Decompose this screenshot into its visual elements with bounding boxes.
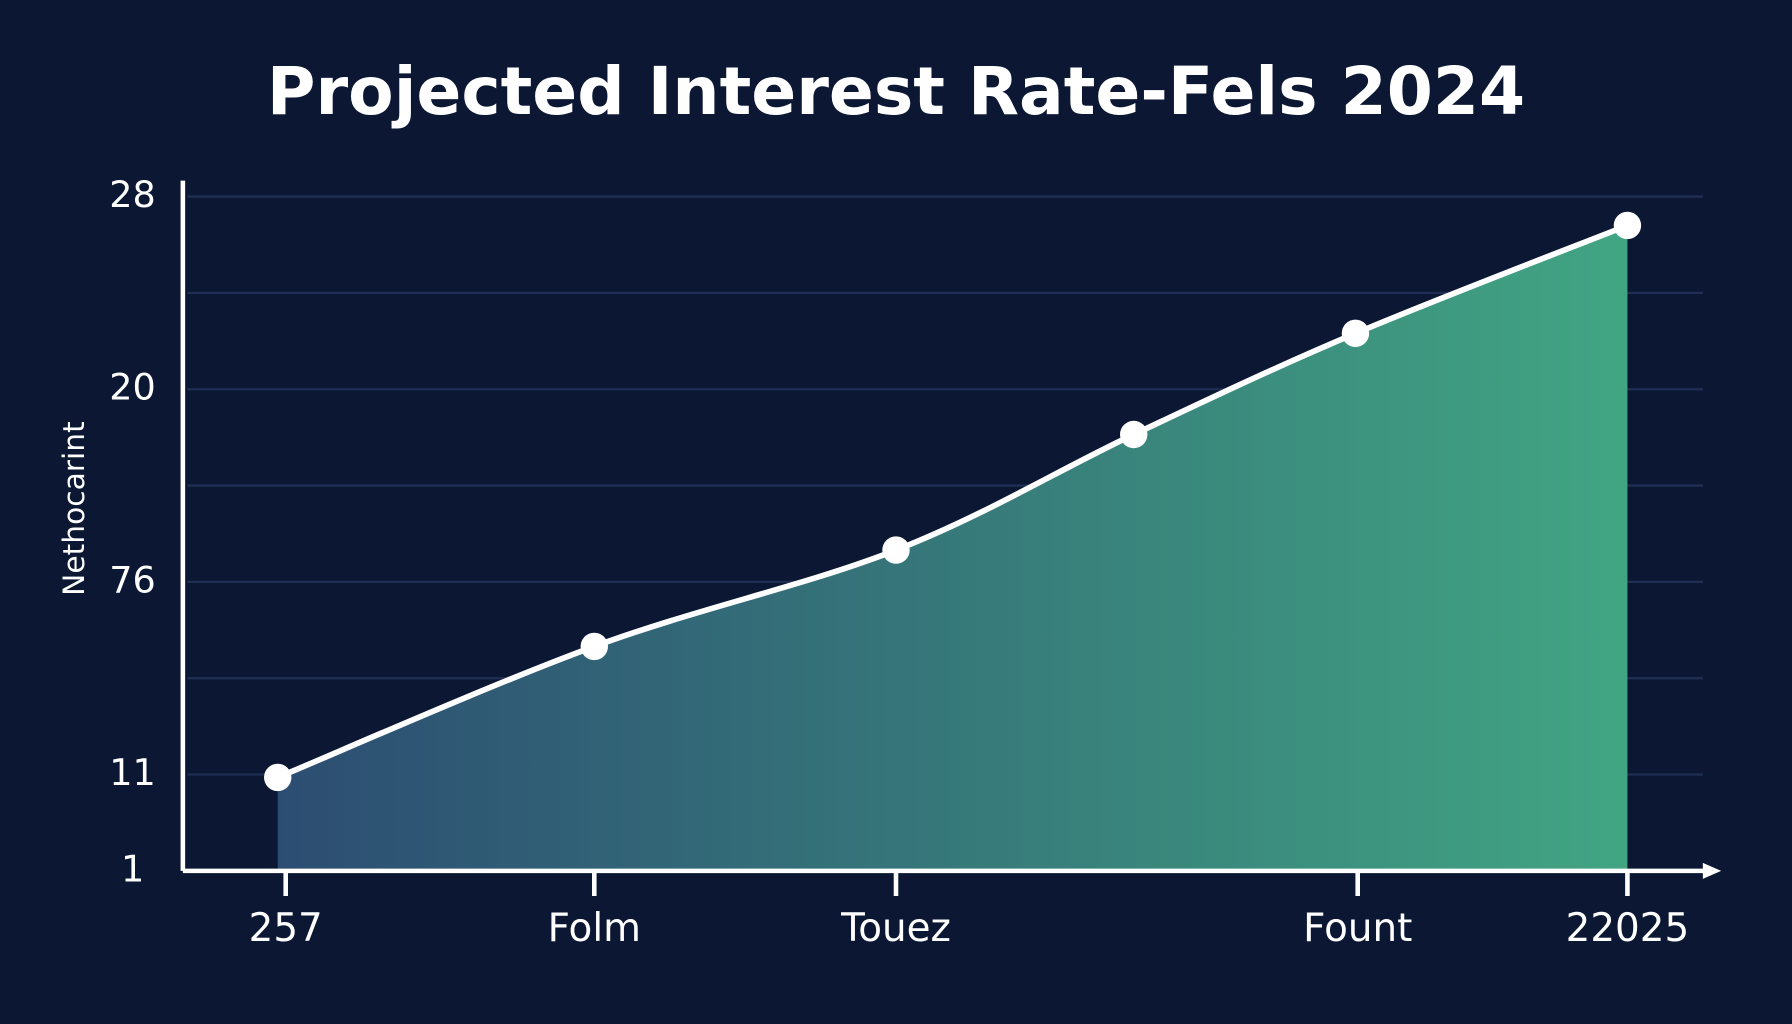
- y-tick-label: 11: [109, 751, 156, 794]
- area: [277, 225, 1628, 871]
- y-axis-label: Nethocarint: [57, 421, 92, 596]
- x-tick-label: 22025: [1566, 906, 1690, 951]
- x-tick-label: Fount: [1303, 906, 1412, 951]
- point: [882, 536, 910, 564]
- point: [1613, 211, 1642, 240]
- x-tick-label: Folm: [548, 906, 641, 951]
- point: [264, 763, 292, 792]
- point: [1341, 319, 1370, 348]
- y-tick-label: 76: [109, 558, 156, 601]
- x-axis-arrow: [1702, 862, 1722, 879]
- y-tick-label: 1: [121, 847, 144, 890]
- y-tick-label: 28: [109, 173, 156, 216]
- y-tick-label: 20: [109, 366, 156, 409]
- point: [1120, 420, 1148, 449]
- chart-title: Projected Interest Rate-Fels 2024: [267, 52, 1525, 130]
- point: [580, 632, 608, 661]
- x-tick-label: Touez: [840, 906, 951, 951]
- x-tick-label: 257: [249, 906, 323, 951]
- line: [276, 222, 1629, 781]
